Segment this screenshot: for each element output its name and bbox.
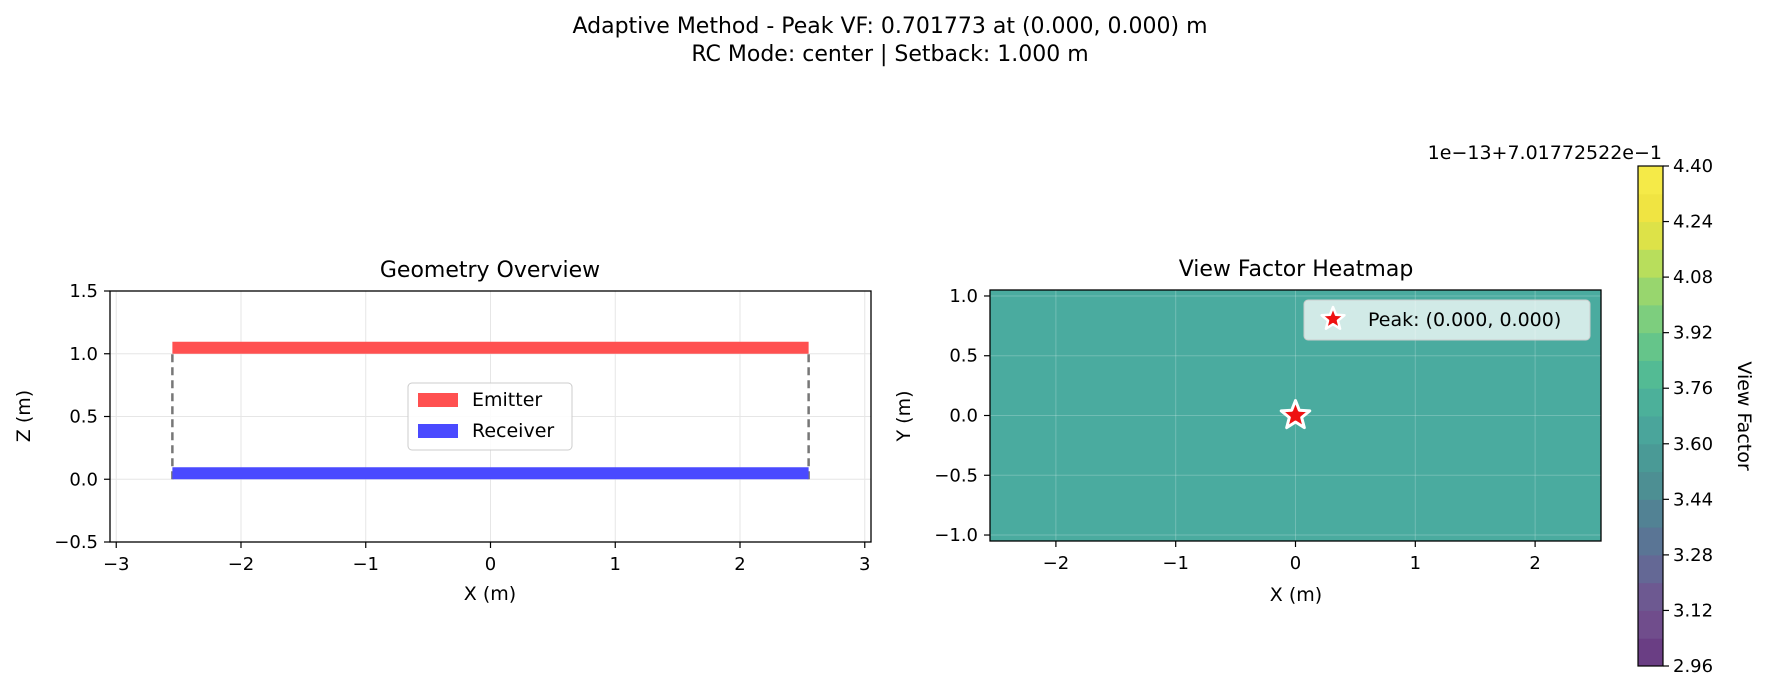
colorbar-band [1638, 499, 1663, 528]
colorbar-band [1638, 388, 1663, 417]
x-tick-label: −2 [1043, 553, 1070, 574]
peak-star-icon [1279, 399, 1312, 430]
geometry-y-ticks: −0.5 0.0 0.5 1.0 1.5 [54, 281, 110, 553]
colorbar: 1e−13+7.01772522e−1 2.96 3.12 3.28 3.44 3.60… [1428, 142, 1755, 677]
colorbar-band [1638, 582, 1663, 611]
y-tick-label: 1.5 [69, 281, 98, 302]
y-tick-label: 0.5 [949, 346, 978, 367]
y-tick-label: −0.5 [54, 532, 98, 553]
legend-label-peak: Peak: (0.000, 0.000) [1368, 309, 1561, 331]
x-tick-label: −1 [352, 554, 379, 575]
heatmap-title: View Factor Heatmap [1179, 257, 1414, 282]
surface-receiver [172, 467, 809, 480]
colorbar-band [1638, 527, 1663, 556]
suptitle-line-2: RC Mode: center | Setback: 1.000 m [691, 42, 1088, 67]
legend-swatch-receiver [418, 424, 458, 438]
suptitle-line-1: Adaptive Method - Peak VF: 0.701773 at (… [572, 14, 1207, 39]
heatmap-legend-box [1303, 299, 1591, 341]
colorbar-tick-label: 3.28 [1673, 545, 1713, 566]
x-tick-label: 3 [859, 554, 870, 575]
colorbar-frame [1637, 165, 1664, 667]
colorbar-band [1638, 554, 1663, 584]
colorbar-tick-label: 2.96 [1673, 656, 1713, 677]
y-tick-label: 1.0 [949, 286, 978, 307]
legend-star-icon [1320, 305, 1346, 330]
colorbar-band [1638, 332, 1663, 361]
heatmap-grid [990, 290, 1601, 541]
geometry-legend: Emitter Receiver [407, 382, 573, 451]
x-tick-label: 0 [485, 554, 496, 575]
heatmap-y-ticks: −1.0 −0.5 0.0 0.5 1.0 [934, 286, 990, 546]
colorbar-band [1638, 249, 1663, 278]
y-tick-label: 0.0 [69, 469, 98, 490]
colorbar-tick-label: 4.40 [1673, 156, 1713, 177]
heatmap-x-ticks: −2 −1 0 1 2 [1043, 541, 1541, 574]
colorbar-band [1638, 416, 1663, 445]
x-tick-label: 1 [1410, 553, 1421, 574]
colorbar-tick-label: 3.92 [1673, 323, 1713, 344]
geometry-x-label: X (m) [464, 583, 516, 605]
y-tick-label: −0.5 [934, 465, 978, 486]
colorbar-band [1638, 304, 1663, 334]
surface-emitter [172, 341, 809, 354]
colorbar-band [1638, 638, 1663, 667]
colorbar-tick-label: 4.08 [1673, 267, 1713, 288]
colorbar-tick-label: 3.44 [1673, 489, 1713, 510]
geometry-title: Geometry Overview [380, 258, 600, 283]
colorbar-band [1638, 277, 1663, 306]
legend-swatch-emitter [418, 393, 458, 407]
peak-marker [1279, 399, 1312, 430]
heatmap-x-label: X (m) [1270, 584, 1322, 606]
colorbar-ticks: 2.96 3.12 3.28 3.44 3.60 3.76 3.92 4.08 4.24 4.40 [1663, 156, 1713, 677]
y-tick-label: 1.0 [69, 344, 98, 365]
geometry-marks [171, 341, 810, 480]
heatmap-legend: Peak: (0.000, 0.000) [1303, 299, 1591, 341]
y-tick-label: 0.5 [69, 407, 98, 428]
heatmap-y-label: Y (m) [893, 391, 915, 443]
geometry-x-ticks: −3 −2 −1 0 1 2 3 [103, 542, 870, 575]
x-tick-label: 2 [734, 554, 745, 575]
colorbar-band [1638, 221, 1663, 250]
colorbar-band [1638, 360, 1663, 389]
colorbar-tick-label: 3.12 [1673, 600, 1713, 621]
colorbar-tick-label: 3.76 [1673, 378, 1713, 399]
colorbar-label: View Factor [1733, 361, 1755, 470]
x-tick-label: −2 [228, 554, 255, 575]
colorbar-offset-text: 1e−13+7.01772522e−1 [1428, 142, 1662, 164]
y-tick-label: −1.0 [934, 525, 978, 546]
legend-label-emitter: Emitter [472, 389, 542, 411]
x-tick-label: 1 [610, 554, 621, 575]
legend-peak-star-icon [1320, 305, 1346, 330]
colorbar-band [1638, 166, 1663, 195]
x-tick-label: −3 [103, 554, 130, 575]
colorbar-tick-label: 3.60 [1673, 434, 1713, 455]
geometry-panel: Geometry Overview −3 −2 −1 0 1 2 3 −0.5 0.0 0.5 1… [13, 258, 872, 605]
colorbar-band [1638, 193, 1663, 223]
colorbar-band [1638, 471, 1663, 500]
heatmap-panel: View Factor Heatmap −2 −1 0 1 2 −1.0 −0.5 0.0 0… [893, 257, 1602, 606]
legend-label-receiver: Receiver [472, 420, 554, 442]
colorbar-band [1638, 443, 1663, 473]
geometry-y-label: Z (m) [13, 390, 35, 442]
y-tick-label: 0.0 [949, 406, 978, 427]
x-tick-label: 2 [1529, 553, 1540, 574]
x-tick-label: −1 [1162, 553, 1189, 574]
colorbar-tick-label: 4.24 [1673, 212, 1713, 233]
colorbar-bands [1638, 166, 1663, 667]
colorbar-band [1638, 610, 1663, 639]
x-tick-label: 0 [1290, 553, 1301, 574]
